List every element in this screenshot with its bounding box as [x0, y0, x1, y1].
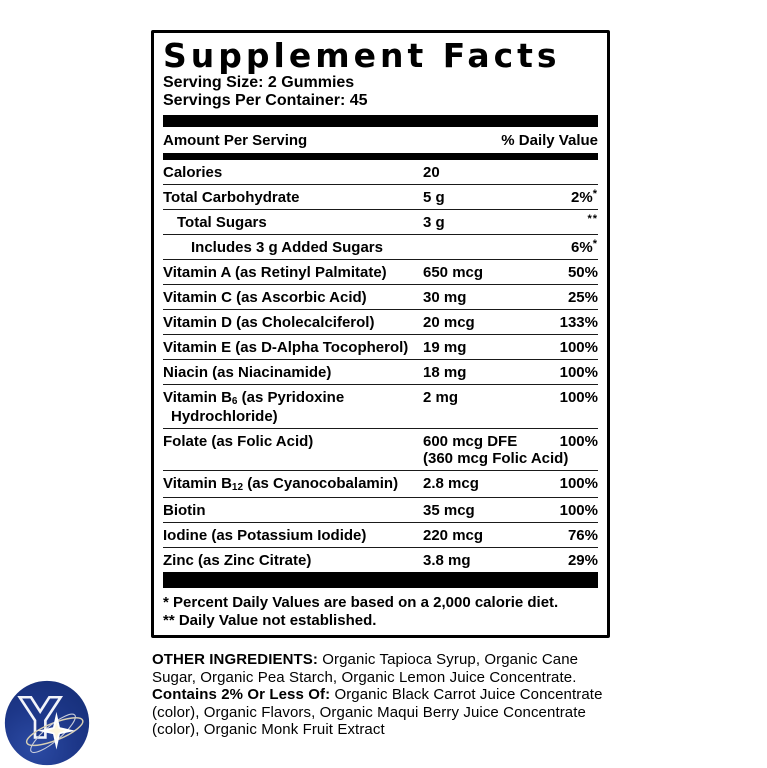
nutrient-name: Total Carbohydrate: [163, 189, 300, 206]
footnotes: * Percent Daily Values are based on a 2,…: [163, 588, 598, 630]
servings-per-container: Servings Per Container: 45: [163, 92, 368, 109]
daily-value-header: % Daily Value: [501, 132, 598, 149]
footnote-daily-values: * Percent Daily Values are based on a 2,…: [163, 594, 559, 611]
table-row: Folate (as Folic Acid) 600 mcg DFE (360 m…: [163, 429, 598, 471]
other-ingredients-text2: Organic Black Carrot Juice Concentrate (…: [152, 686, 603, 738]
serving-size: Serving Size: 2 Gummies: [163, 74, 355, 91]
nutrient-amount: 650 mcg: [423, 264, 484, 281]
nutrient-daily-value: 100%: [559, 339, 598, 356]
nutrient-amount: 5 g: [423, 189, 445, 206]
thick-divider-top: [163, 115, 598, 127]
nutrient-daily-value: 100%: [559, 475, 598, 492]
table-row: Calories 20: [163, 160, 598, 185]
nutrient-name: Includes 3 g Added Sugars: [191, 239, 383, 256]
table-row: Vitamin B12 (as Cyanocobalamin) 2.8 mcg …: [163, 471, 598, 498]
logo-letter: Y: [19, 687, 61, 751]
nutrient-name: Niacin (as Niacinamide): [163, 364, 332, 381]
nutrient-daily-value: 133%: [559, 314, 598, 331]
nutrient-name: Biotin: [163, 502, 206, 519]
nutrient-daily-value: [535, 164, 598, 181]
nutrient-amount: 35 mcg: [423, 502, 475, 519]
table-row: Includes 3 g Added Sugars 6%*: [163, 235, 598, 260]
table-row: Biotin 35 mcg 100%: [163, 498, 598, 523]
nutrient-daily-value: 29%: [567, 552, 598, 569]
nutrient-amount: 3 g: [423, 214, 445, 231]
nutrient-name: Iodine (as Potassium Iodide): [163, 527, 367, 544]
other-ingredients-text1: Organic Tapioca Syrup, Organic Cane Suga…: [152, 651, 579, 686]
nutrient-rows: Calories 20 Total Carbohydrate 5 g 2%* T…: [163, 160, 598, 572]
table-row: Vitamin C (as Ascorbic Acid) 30 mg 25%: [163, 285, 598, 310]
nutrient-amount: 3.8 mg: [423, 552, 471, 569]
nutrient-name: Calories: [163, 164, 223, 181]
mid-divider: [163, 153, 598, 160]
nutrient-daily-value: 25%: [567, 289, 598, 306]
nutrient-amount: [423, 239, 535, 256]
nutrient-amount: 20: [423, 164, 440, 181]
table-row: Total Carbohydrate 5 g 2%*: [163, 185, 598, 210]
supplement-facts-panel: Supplement Facts Serving Size: 2 Gummies…: [151, 30, 610, 638]
nutrient-daily-value: 76%: [567, 527, 598, 544]
nutrient-name: Vitamin D (as Cholecalciferol): [163, 314, 375, 331]
nutrient-daily-value: 100%: [559, 389, 598, 406]
table-row: Vitamin A (as Retinyl Palmitate) 650 mcg…: [163, 260, 598, 285]
nutrient-amount: 2.8 mcg: [423, 475, 479, 492]
table-row: Vitamin E (as D-Alpha Tocopherol) 19 mg …: [163, 335, 598, 360]
other-ingredients-lead: OTHER INGREDIENTS:: [152, 651, 318, 668]
table-header: Amount Per Serving % Daily Value: [163, 127, 598, 153]
nutrient-daily-value: 50%: [567, 264, 598, 281]
nutrient-daily-value: 2%*: [571, 188, 598, 206]
table-row: Total Sugars 3 g **: [163, 210, 598, 235]
nutrient-name: Vitamin B12 (as Cyanocobalamin): [163, 475, 399, 493]
nutrient-name: Folate (as Folic Acid): [163, 433, 314, 450]
nutrient-amount: 600 mcg DFE (360 mcg Folic Acid): [423, 433, 569, 467]
nutrient-daily-value: **: [587, 213, 598, 225]
amount-per-serving-header: Amount Per Serving: [163, 132, 308, 149]
nutrient-name: Vitamin B6 (as Pyridoxine Hydrochloride): [163, 389, 345, 425]
sparkle-star-core-icon: [47, 722, 66, 740]
nutrient-daily-value: 100%: [559, 364, 598, 381]
table-row: Vitamin B6 (as Pyridoxine Hydrochloride) …: [163, 385, 598, 429]
table-row: Iodine (as Potassium Iodide) 220 mcg 76%: [163, 523, 598, 548]
nutrient-amount: 19 mg: [423, 339, 467, 356]
nutrient-name: Total Sugars: [177, 214, 267, 231]
table-row: Niacin (as Niacinamide) 18 mg 100%: [163, 360, 598, 385]
table-row: Zinc (as Zinc Citrate) 3.8 mg 29%: [163, 548, 598, 572]
nutrient-name: Vitamin C (as Ascorbic Acid): [163, 289, 367, 306]
table-row: Vitamin D (as Cholecalciferol) 20 mcg 13…: [163, 310, 598, 335]
nutrient-name: Zinc (as Zinc Citrate): [163, 552, 312, 569]
footnote-not-established: ** Daily Value not established.: [163, 612, 377, 629]
nutrient-daily-value: 6%*: [571, 238, 598, 256]
nutrient-name: Vitamin A (as Retinyl Palmitate): [163, 264, 387, 281]
thick-divider-bottom: [163, 572, 598, 588]
nutrient-amount: 30 mg: [423, 289, 467, 306]
nutrient-amount: 2 mg: [423, 389, 459, 406]
contains-lead: Contains 2% Or Less Of:: [152, 686, 331, 703]
brand-logo: Y: [4, 680, 90, 766]
nutrient-daily-value: 100%: [559, 433, 598, 450]
nutrient-amount: 18 mg: [423, 364, 467, 381]
panel-title: Supplement Facts: [163, 36, 561, 75]
nutrient-amount: 220 mcg: [423, 527, 484, 544]
logo-circle: [4, 680, 90, 766]
nutrient-amount: 20 mcg: [423, 314, 475, 331]
nutrient-daily-value: 100%: [559, 502, 598, 519]
nutrient-name: Vitamin E (as D-Alpha Tocopherol): [163, 339, 409, 356]
other-ingredients-paragraph: OTHER INGREDIENTS: Organic Tapioca Syrup…: [152, 651, 610, 739]
